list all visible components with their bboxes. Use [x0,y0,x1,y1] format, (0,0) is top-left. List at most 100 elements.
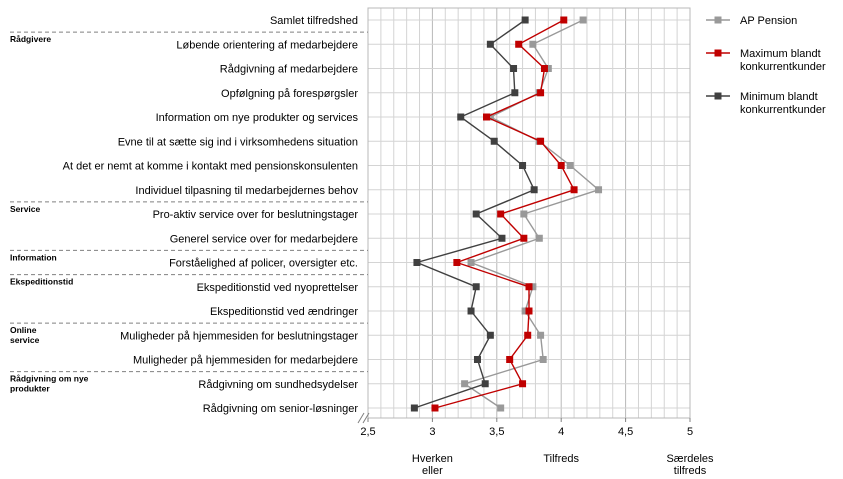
data-point [511,89,519,97]
data-point [579,16,587,24]
category-label: Opfølgning på forespørgsler [221,88,358,100]
data-point [566,162,574,169]
data-point [486,113,494,121]
group-label: Service [10,204,41,214]
data-point [529,40,537,48]
category-label: Rådgivning af medarbejdere [220,64,358,76]
series-3 [410,16,538,412]
category-label: At det er nemt at komme i kontakt med pe… [63,161,358,173]
data-point [506,356,514,363]
data-point [595,186,603,194]
category-labels: Samlet tilfredshed Løbende orientering af… [63,15,359,415]
category-label: Løbende orientering af medarbejdere [176,39,358,51]
plot-frame [367,7,691,419]
category-label: Ekspeditionstid ved nyoprettelser [197,282,359,294]
x-axis: 2,5 3 3,5 4 4,5 5 Hverken eller Tilfreds Særdeles… [357,412,714,477]
data-point [535,234,543,242]
axis-break-mark [357,412,365,424]
data-point [560,16,568,24]
data-point [482,113,490,121]
x-tick-label: 3,5 [489,426,504,438]
data-point [467,307,475,315]
data-point [497,210,505,218]
group-label: Rådgivning om nye produkter [10,374,89,394]
data-point [490,137,498,145]
data-point [510,65,518,72]
data-point [525,283,533,291]
legend-swatch-marker [714,16,722,24]
data-point [539,356,547,363]
data-point [413,259,421,266]
data-point [498,234,506,242]
category-label: Generel service over for medarbejdere [170,233,358,245]
data-point [472,283,480,291]
group-label: Ekspeditionstid [10,277,73,287]
group-labels: Rådgivere Service Information Ekspeditionst… [10,34,89,394]
legend-item: Maximum blandt konkurrentkunder [706,48,826,73]
legend-label: Minimum blandt konkurrentkunder [740,91,826,116]
category-label: Information om nye produkter og services [156,112,359,124]
series [410,16,603,412]
data-point [544,65,552,72]
data-point [521,16,529,24]
x-anchor-label: Hverken eller [412,453,453,477]
x-tick-label: 4,5 [618,426,633,438]
axis-break-mark [362,412,370,424]
group-separators [10,31,368,373]
series-2 [431,16,578,412]
data-point [521,307,529,315]
x-tick-label: 4 [558,426,564,438]
legend-swatch-marker [714,49,722,57]
x-anchor-label: Tilfreds [543,453,579,465]
group-label: Information [10,252,57,262]
data-point [537,331,545,339]
legend-label: AP Pension [740,15,797,27]
category-label: Pro-aktiv service over for beslutningsta… [153,209,359,221]
data-point [529,283,537,291]
data-point [410,404,418,412]
category-label: Samlet tilfredshed [270,15,358,27]
category-label: Evne til at sætte sig ind i virksomheden… [118,136,358,148]
legend-label: Maximum blandt konkurrentkunder [740,48,826,73]
data-point [525,307,533,315]
x-anchor-label: Særdeles tilfreds [666,453,714,477]
data-point [557,162,565,169]
legend-item: Minimum blandt konkurrentkunder [706,91,826,116]
data-point [486,40,494,48]
data-point [497,404,505,412]
category-label: Muligheder på hjemmesiden for medarbejde… [133,355,358,367]
data-point [481,380,489,388]
data-point [431,404,439,412]
data-point [520,210,528,218]
data-point [537,137,545,145]
category-label: Forståelighed af policer, oversigter etc… [169,258,358,270]
legend: AP Pension Maximum blandt konkurrentkunder… [706,15,826,116]
x-tick-label: 5 [687,426,693,438]
data-point [473,356,481,363]
group-label: Online service [10,325,40,345]
x-tick-label: 3 [429,426,435,438]
data-point [519,380,527,388]
data-point [472,210,480,218]
data-point [520,234,528,242]
data-point [570,186,578,194]
data-point [530,186,538,194]
data-point [537,89,545,97]
data-point [461,380,469,388]
data-point [457,113,465,121]
data-point [515,40,523,48]
category-label: Rådgivning om senior-løsninger [203,403,359,415]
legend-swatch-marker [714,92,722,100]
data-point [467,259,475,266]
category-label: Ekspeditionstid ved ændringer [210,306,358,318]
data-point [453,259,461,266]
data-point [540,65,548,72]
data-point [486,331,494,339]
category-label: Rådgivning om sundhedsydelser [198,379,358,391]
data-point [524,331,532,339]
group-label: Rådgivere [10,34,51,44]
data-point [519,162,527,169]
category-label: Muligheder på hjemmesiden for beslutning… [120,330,358,342]
x-tick-label: 2,5 [360,426,375,438]
